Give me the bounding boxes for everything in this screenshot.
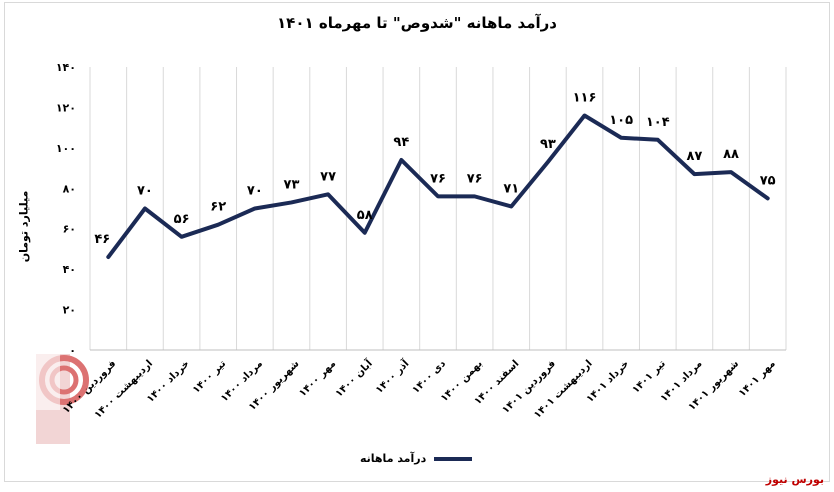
chart-title: درآمد ماهانه "شدوص" تا مهرماه ۱۴۰۱ [277,14,557,32]
y-tick-label: ۱۲۰ [56,101,76,114]
data-label: ۹۴ [393,135,409,150]
x-tick-label: دی ۱۴۰۰ [411,358,449,396]
data-label: ۱۰۴ [646,115,670,130]
watermark-logo-icon [34,350,89,444]
data-label: ۱۰۵ [609,113,633,128]
data-label: ۸۷ [686,149,702,164]
y-tick-label: ۱۴۰ [56,61,76,74]
legend-label: درآمد ماهانه [360,452,427,465]
x-tick-label: تیر ۱۴۰۰ [191,358,229,396]
data-label: ۱۱۶ [573,91,597,106]
data-label: ۷۱ [503,181,519,196]
brand-label: بورس نیوز [765,473,824,486]
data-label: ۵۶ [174,212,190,227]
data-label: ۷۶ [430,171,446,186]
x-tick-label: مهر ۱۴۰۱ [737,358,778,399]
data-label: ۷۰ [137,184,153,199]
data-label: ۸۸ [723,147,739,162]
y-tick-label: ۰ [69,344,76,357]
legend-swatch [434,456,473,461]
chart-frame [4,2,830,482]
y-tick-label: ۴۰ [63,263,76,276]
series-line-monthly-revenue [106,113,770,260]
data-label: ۶۲ [210,200,226,215]
data-label: ۴۶ [94,232,110,247]
data-label: ۷۷ [320,169,336,184]
data-label: ۷۰ [247,184,263,199]
x-tick-label: آذر ۱۴۰۰ [372,357,411,396]
y-tick-label: ۱۰۰ [56,142,76,155]
data-label: ۷۵ [760,173,776,188]
y-tick-label: ۸۰ [63,182,76,195]
x-tick-label: مهر ۱۴۰۰ [297,358,338,399]
data-label: ۷۶ [467,171,483,186]
y-tick-label: ۶۰ [63,223,76,236]
y-tick-label: ۲۰ [63,304,76,317]
legend: درآمد ماهانه [360,452,473,465]
x-tick-label: تیر ۱۴۰۱ [630,358,668,396]
data-label: ۹۳ [540,137,556,152]
data-label: ۵۸ [357,208,373,223]
data-label: ۷۳ [284,177,300,192]
x-tick-label: آبان ۱۴۰۰ [332,357,375,400]
